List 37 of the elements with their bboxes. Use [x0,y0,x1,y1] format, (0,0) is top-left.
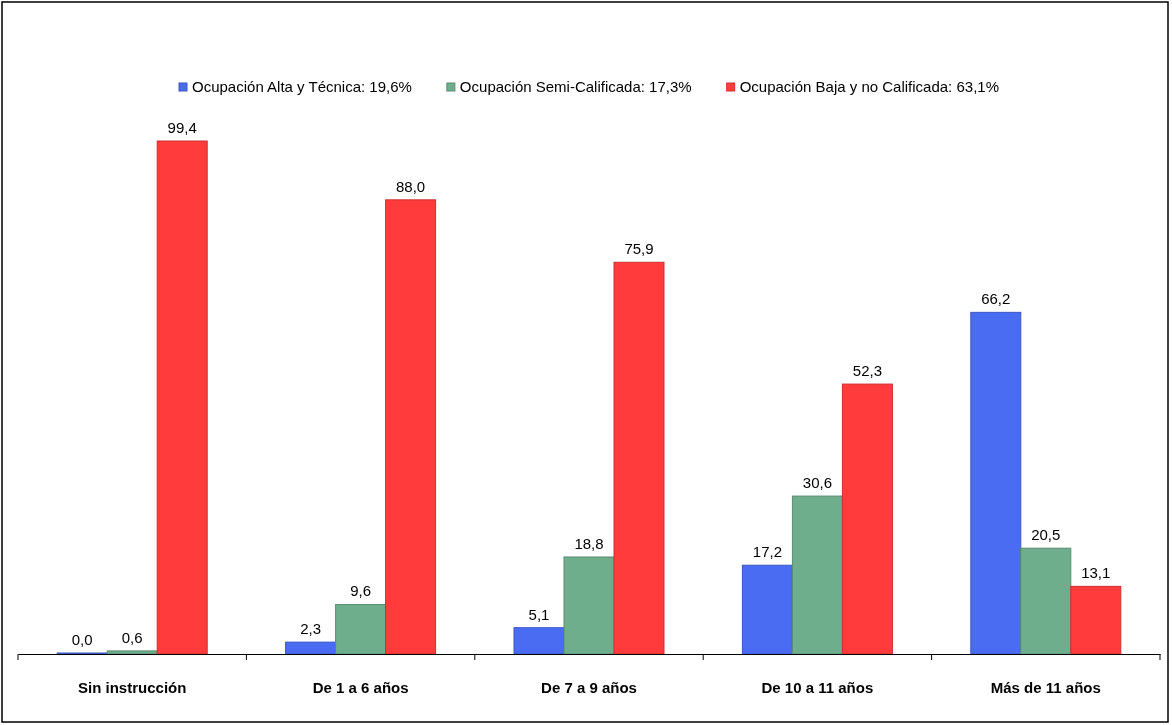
data-label: 9,6 [350,582,372,600]
x-tick-label: Sin instrucción [78,678,187,696]
legend-label: Ocupación Alta y Técnica: 19,6% [192,78,412,95]
x-tick-label: Más de 11 años [990,678,1101,696]
data-label: 99,4 [167,119,197,136]
data-label: 75,9 [624,240,654,258]
bar [285,641,337,655]
data-label: 66,2 [981,290,1011,308]
x-tick-label: De 10 a 11 años [761,678,874,696]
bar [970,311,1022,655]
bar [613,261,665,655]
bar [156,140,208,655]
data-label: 52,3 [852,362,882,380]
legend-label: Ocupación Baja y no Calificada: 63,1% [739,78,999,95]
data-label: 5,1 [528,605,550,623]
data-label: 13,1 [1081,564,1111,582]
bar [106,650,158,655]
data-label: 30,6 [802,474,832,492]
bar [741,564,793,655]
data-label: 20,5 [1031,526,1061,544]
bar [385,199,437,655]
bar [1020,547,1072,655]
bar [841,383,893,655]
data-label: 88,0 [396,177,426,195]
bar [513,627,565,655]
bar [335,603,387,655]
legend-label: Ocupación Semi-Calificada: 17,3% [459,78,692,95]
bar [563,556,615,655]
data-label: 0,6 [121,628,143,646]
data-label: 2,3 [300,620,322,638]
bar [1070,585,1122,655]
x-tick-label: De 7 a 9 años [541,678,637,696]
bar [791,495,843,655]
data-label: 18,8 [574,534,604,552]
x-tick-label: De 1 a 6 años [312,678,409,696]
data-label: 17,2 [752,543,782,561]
data-label: 0,0 [71,631,93,648]
